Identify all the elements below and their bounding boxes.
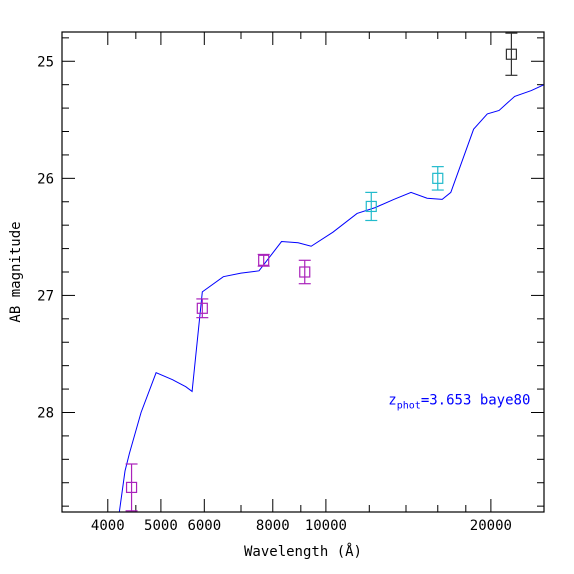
- y-tick-label: 26: [37, 171, 54, 187]
- annotation-prefix: z: [388, 392, 396, 408]
- x-tick-label: 5000: [144, 518, 178, 534]
- template-sed-line: [118, 84, 544, 512]
- data-point-marker: [505, 48, 517, 60]
- x-tick-label: 4000: [91, 518, 125, 534]
- y-tick-label: 28: [37, 405, 54, 421]
- data-point-marker: [432, 172, 444, 184]
- x-tick-label: 8000: [256, 518, 290, 534]
- annotation-text: =3.653 baye80: [421, 392, 531, 408]
- x-tick-labels: 4000 5000 6000 8000 10000 20000: [91, 518, 512, 534]
- data-point-marker: [365, 200, 377, 213]
- data-point-marker: [258, 254, 270, 266]
- redshift-annotation: zphot=3.653 baye80: [388, 392, 530, 411]
- y-tick-label: 27: [37, 288, 54, 304]
- y-tick-labels: 25 26 27 28: [37, 54, 54, 421]
- data-point-marker: [299, 266, 311, 278]
- y-tick-label: 25: [37, 54, 54, 70]
- series-clip-group: [118, 32, 544, 512]
- data-point-marker: [196, 302, 208, 314]
- plot-frame: [61, 31, 545, 513]
- data-point-marker: [125, 481, 138, 494]
- x-tick-label: 10000: [305, 518, 347, 534]
- x-tick-label: 6000: [187, 518, 221, 534]
- grid-ticks: [62, 32, 544, 512]
- plot-series: [118, 32, 544, 512]
- annotation-subscript: phot: [397, 400, 421, 411]
- x-tick-label: 20000: [470, 518, 512, 534]
- y-axis-title: AB magnitude: [8, 221, 24, 322]
- x-axis-title: Wavelength (Å): [244, 543, 362, 560]
